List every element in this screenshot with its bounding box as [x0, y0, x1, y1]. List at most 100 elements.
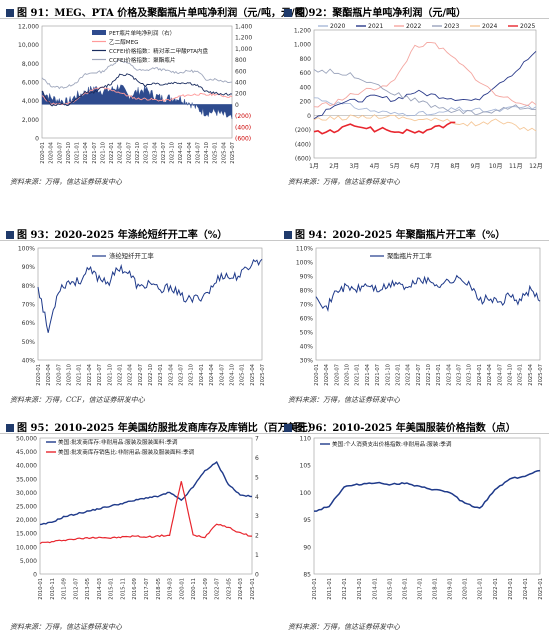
fig-title: 2020-2025 年聚酯瓶片开工率（%） [332, 230, 506, 241]
x-tick-label: 2019-03 [168, 578, 174, 600]
x-tick-label: 2022-07 [215, 578, 221, 600]
y-tick-label: 45,000 [16, 449, 37, 456]
y2-tick-label: 1,200 [235, 35, 252, 42]
y-tick-label: 2,000 [22, 117, 39, 124]
x-tick-label: 2024-01 [477, 364, 483, 386]
series-line [314, 469, 541, 512]
y-tick-label: 20,000 [16, 517, 37, 524]
x-tick-label: 2024-04 [487, 363, 493, 385]
series-line-1 [41, 86, 233, 106]
chart-94: 30% 40% 50% 60% 70% 80% 90% 100% 110% 2020-01 2020… [296, 246, 544, 386]
x-tick-label: 2023-01 [436, 364, 442, 386]
x-tick-label: 2015-11 [120, 578, 126, 600]
x-tick-label: 10月 [489, 163, 503, 170]
bullet-square-icon [284, 424, 292, 432]
y2-tick-label: (200) [235, 113, 251, 120]
panel-title: 图 92：聚酯瓶片单吨净利润（元/吨） [284, 4, 466, 19]
x-tick-label: 2023-04 [152, 141, 158, 163]
y-tick-label: 0 [307, 113, 311, 120]
x-tick-label: 2025-07 [260, 364, 266, 386]
x-tick-label: 2010-01 [312, 578, 318, 600]
x-tick-label: 2020-07 [57, 142, 63, 164]
y-tick-label: 90 [303, 544, 311, 551]
source-label: 资料来源：万得，信达证券研发中心 [288, 623, 400, 631]
x-tick-label: 2020-10 [67, 364, 73, 386]
x-tick-label: 2025-04 [221, 141, 227, 163]
y2-tick-label: 0 [235, 102, 239, 109]
source-label: 资料来源：万得，信达证券研发中心 [288, 396, 400, 404]
x-tick-label: 2020-01 [40, 142, 46, 164]
source-label: 资料来源：万得，CCF，信达证券研发中心 [10, 396, 145, 404]
y-tick-label: 4,000 [22, 98, 39, 105]
x-tick-label: 2020-10 [66, 142, 72, 164]
y2-tick-label: 3 [255, 513, 259, 520]
y-tick-label: 105 [300, 463, 312, 470]
plot-frame [315, 247, 541, 361]
x-tick-label: 2025-01 [518, 364, 524, 386]
x-tick-label: 9月 [471, 163, 481, 170]
legend-label: 2020 [330, 23, 345, 30]
x-tick-label: 2020-10 [345, 364, 351, 386]
panel-title: 图 96：2010-2025 年美国服装价格指数（点） [284, 419, 516, 434]
bullet-square-icon [284, 9, 292, 17]
y-tick-label: 10,000 [16, 544, 37, 551]
x-tick-label: 2013-05 [85, 578, 91, 600]
y-tick-label: 8,000 [22, 61, 39, 68]
x-tick-label: 2022-04 [128, 363, 134, 385]
panel-title: 图 93：2020-2025 年涤纶短纤开工率（%） [6, 226, 227, 241]
y-tick-label: 600 [300, 70, 312, 77]
x-tick-label: 2021-10 [107, 364, 113, 386]
y-tick-label: (600) [295, 156, 311, 163]
fig-title: 2010-2025 年美国纺服批发商库存及库销比（百万美元） [54, 423, 318, 434]
x-tick-label: 2021-01 [75, 142, 81, 164]
panel-title: 图 91：MEG、PTA 价格及聚酯瓶片单吨净利润（元/吨，元/吨） [6, 4, 315, 19]
bullet-square-icon [6, 231, 14, 239]
x-tick-label: 2021-01 [77, 364, 83, 386]
fig-number: 图 94： [295, 230, 333, 241]
x-tick-label: 2024-01 [523, 578, 529, 600]
y2-tick-label: 6 [255, 455, 259, 462]
series-2024 [313, 114, 537, 132]
x-tick-label: 2015-01 [387, 578, 393, 600]
y2-tick-label: 800 [235, 57, 247, 64]
x-tick-label: 2025-04 [250, 363, 256, 385]
x-tick-label: 2020-11 [191, 578, 197, 600]
x-tick-label: 4月 [370, 163, 380, 170]
source-label: 资料来源：万得，信达证券研发中心 [10, 623, 122, 631]
y2-tick-label: 0 [255, 572, 259, 579]
fig-number: 图 91： [17, 8, 55, 19]
y-tick-label: 100 [300, 490, 312, 497]
x-tick-label: 2018-01 [433, 578, 439, 600]
x-tick-label: 2022-07 [126, 142, 132, 164]
y-tick-label: 40% [300, 344, 314, 351]
x-tick-label: 2023-05 [226, 578, 232, 600]
x-tick-label: 2022-01 [117, 364, 123, 386]
fig-number: 图 93： [17, 230, 55, 241]
x-tick-label: 12月 [529, 163, 543, 170]
y2-tick-label: (400) [235, 124, 251, 131]
x-tick-label: 2022-07 [416, 364, 422, 386]
x-tick-label: 2025-04 [528, 363, 534, 385]
legend-label: CCFEI价格指数：精对苯二甲酸PTA内盘 [109, 47, 209, 55]
y2-tick-label: 2 [255, 533, 259, 540]
x-tick-label: 2023-07 [457, 364, 463, 386]
y-tick-label: 25,000 [16, 504, 37, 511]
x-tick-label: 2017-01 [417, 578, 423, 600]
x-tick-label: 2021-01 [478, 578, 484, 600]
x-tick-label: 2023-07 [161, 142, 167, 164]
y-tick-label: 110% [296, 246, 313, 253]
x-tick-label: 2013-01 [357, 578, 363, 600]
x-tick-label: 2024-01 [199, 364, 205, 386]
fig-title: 2010-2025 年美国服装价格指数（点） [332, 423, 516, 434]
x-tick-label: 2021-04 [83, 141, 89, 163]
y-tick-label: 5,000 [20, 558, 37, 565]
y-tick-label: 50% [22, 339, 36, 346]
y-tick-label: 40,000 [16, 463, 37, 470]
y2-tick-label: 4 [255, 494, 259, 501]
x-tick-label: 2024-10 [204, 142, 210, 164]
y2-tick-label: 1,000 [235, 46, 252, 53]
legend-label: 2022 [406, 23, 421, 30]
series-ratio [39, 481, 252, 545]
y2-tick-label: 200 [235, 91, 247, 98]
fig-number: 图 92： [295, 8, 333, 19]
